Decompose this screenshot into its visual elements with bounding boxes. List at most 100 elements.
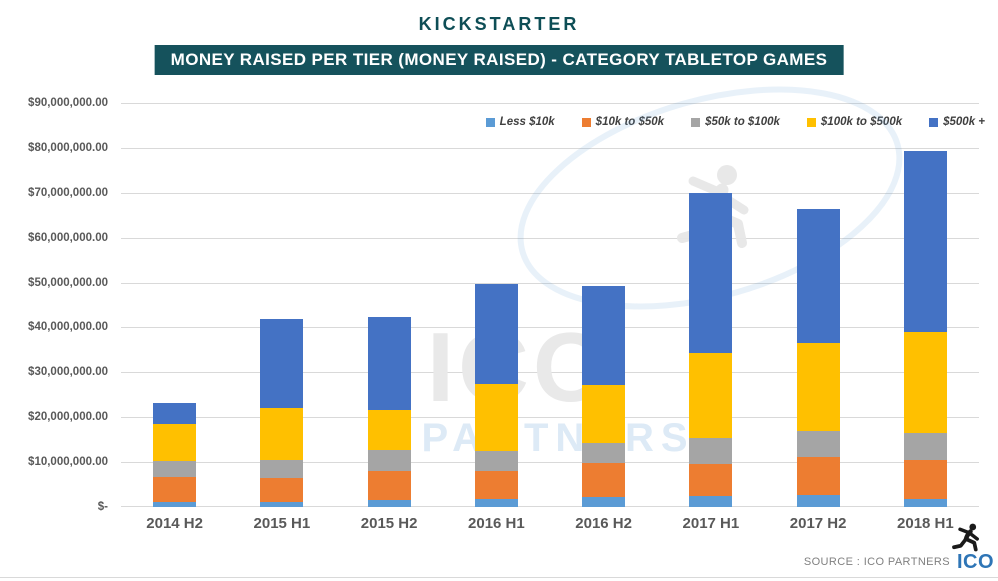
x-tick-label: 2016 H2 <box>575 515 632 532</box>
bar-slot <box>765 103 872 507</box>
bar-segment <box>153 424 197 462</box>
bar-segment <box>474 471 518 499</box>
bar-slot <box>228 103 335 507</box>
legend-swatch <box>929 117 939 127</box>
bar-segment <box>260 501 304 507</box>
y-axis-labels: $- $10,000,000.00 $20,000,000.00 $30,000,00… <box>0 97 108 513</box>
x-tick-label: 2017 H1 <box>682 515 740 532</box>
bar-segment <box>260 459 304 478</box>
bar-segment <box>796 343 840 432</box>
bar-segment <box>367 499 411 507</box>
y-tick-label: $90,000,000.00 <box>28 97 108 109</box>
y-tick-label: $60,000,000.00 <box>28 232 108 244</box>
bar-segment <box>260 407 304 460</box>
bar-segment <box>260 319 304 408</box>
bar-segment <box>582 285 626 385</box>
y-tick-label: $70,000,000.00 <box>28 187 108 199</box>
bar-slot <box>336 103 443 507</box>
y-tick-label: $20,000,000.00 <box>28 411 108 423</box>
y-tick-label: $30,000,000.00 <box>28 366 108 378</box>
legend-swatch <box>691 117 701 127</box>
bar-segment <box>903 459 947 499</box>
bar-segment <box>582 384 626 443</box>
bar-segment <box>367 450 411 472</box>
bar-segment <box>582 463 626 498</box>
bar-stack <box>260 319 304 507</box>
bar-segment <box>689 193 733 353</box>
legend-swatch <box>806 117 816 127</box>
x-tick-label: 2015 H2 <box>360 515 418 532</box>
legend-swatch <box>485 117 495 127</box>
bar-segment <box>903 332 947 433</box>
plot-area <box>121 103 979 507</box>
bar-segment <box>153 402 197 425</box>
bar-segment <box>582 497 626 507</box>
y-tick-label: $40,000,000.00 <box>28 321 108 333</box>
bar-slot <box>443 103 550 507</box>
bar-segment <box>689 438 733 464</box>
bar-segment <box>796 208 840 344</box>
bar-segment <box>367 316 411 411</box>
legend-item: Less $10k <box>485 116 555 128</box>
legend-label: $500k + <box>943 116 985 128</box>
legend: Less $10k $10k to $50k $50k to $100k $100k … <box>485 116 985 128</box>
legend-item: $500k + <box>929 116 985 128</box>
gridline <box>121 283 979 284</box>
gridline <box>121 148 979 149</box>
kickstarter-logo: KICKSTARTER <box>418 14 580 34</box>
bar-stack <box>582 285 626 507</box>
y-tick-label: $10,000,000.00 <box>28 456 108 468</box>
gridline <box>121 417 979 418</box>
chart-title: MONEY RAISED PER TIER (MONEY RAISED) - C… <box>170 50 828 69</box>
legend-item: $10k to $50k <box>581 116 665 128</box>
legend-item: $50k to $100k <box>691 116 780 128</box>
bar-segment <box>474 383 518 451</box>
bar-segment <box>903 150 947 333</box>
bar-segment <box>903 498 947 507</box>
legend-label: $10k to $50k <box>595 116 665 128</box>
bar-segment <box>474 498 518 507</box>
legend-item: $100k to $500k <box>806 116 903 128</box>
y-tick-label: $50,000,000.00 <box>28 277 108 289</box>
x-axis-labels: 2014 H2 2015 H1 2015 H2 2016 H1 2016 H2 2017 … <box>121 515 979 532</box>
bar-segment <box>582 442 626 464</box>
legend-swatch <box>581 117 591 127</box>
footer-runner-icon <box>952 523 979 552</box>
bar-segment <box>796 431 840 457</box>
y-tick-label: $- <box>97 501 108 513</box>
bar-slot <box>121 103 228 507</box>
bar-segment <box>796 456 840 495</box>
bar-segment <box>689 352 733 439</box>
bar-segment <box>153 501 197 507</box>
gridline <box>121 327 979 328</box>
legend-label: $100k to $500k <box>820 116 903 128</box>
gridline <box>121 462 979 463</box>
footer-divider <box>0 577 998 578</box>
footer-ico-logo: ICO <box>956 551 994 573</box>
x-tick-label: 2016 H1 <box>468 515 525 532</box>
bar-stack <box>903 150 947 507</box>
footer-source-text: SOURCE : ICO PARTNERS <box>803 556 950 568</box>
gridline <box>121 238 979 239</box>
bar-segment <box>153 476 197 502</box>
bar-segment <box>796 494 840 507</box>
legend-label: $50k to $100k <box>705 116 780 128</box>
bar-segment <box>474 283 518 384</box>
bar-stack <box>689 193 733 507</box>
bar-slot <box>657 103 764 507</box>
bar-slot <box>550 103 657 507</box>
gridline <box>121 372 979 373</box>
gridline <box>121 506 979 507</box>
bar-segment <box>689 496 733 507</box>
bar-segment <box>903 432 947 460</box>
gridline <box>121 103 979 104</box>
bar-stack <box>153 402 197 507</box>
x-tick-label: 2015 H1 <box>253 515 311 532</box>
bar-stack <box>796 208 840 507</box>
legend-label: Less $10k <box>499 116 555 128</box>
y-tick-label: $80,000,000.00 <box>28 142 108 154</box>
bar-slot <box>872 103 979 507</box>
bar-stack <box>474 283 518 507</box>
x-tick-label: 2014 H2 <box>146 515 203 532</box>
